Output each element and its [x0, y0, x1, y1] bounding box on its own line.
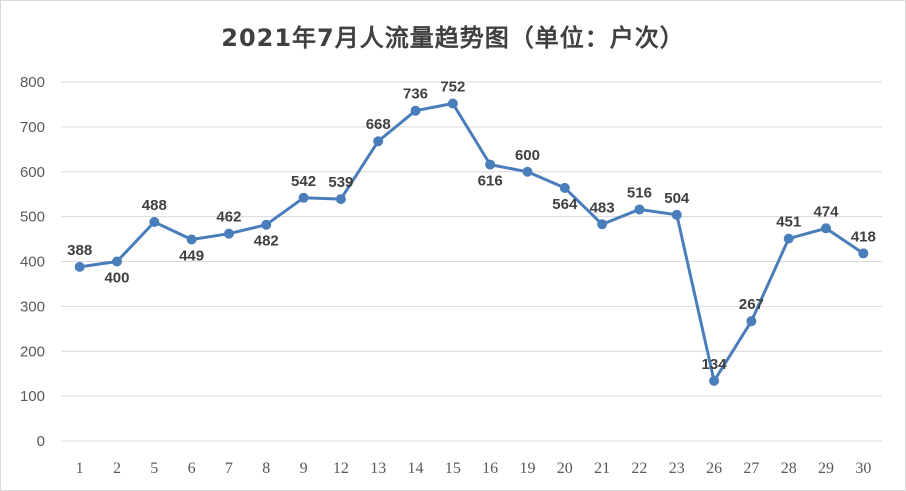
- y-tick-label: 500: [20, 209, 45, 226]
- x-tick-label: 1: [76, 460, 84, 477]
- data-label: 752: [440, 79, 465, 96]
- data-point: [858, 248, 869, 259]
- data-label: 488: [142, 197, 167, 214]
- y-tick-label: 100: [20, 388, 45, 405]
- data-point: [559, 182, 570, 193]
- data-point: [447, 98, 458, 109]
- data-label: 134: [702, 356, 728, 373]
- x-tick-label: 30: [855, 460, 871, 477]
- data-point: [373, 136, 384, 147]
- data-label: 462: [216, 209, 241, 226]
- x-tick-label: 29: [818, 460, 834, 477]
- data-point: [709, 375, 720, 386]
- x-tick-label: 27: [743, 460, 759, 477]
- data-point: [223, 228, 234, 239]
- data-label: 600: [515, 147, 540, 164]
- series-line: [79, 102, 865, 383]
- chart-title: 2021年7月人流量趋势图（单位：户次）: [221, 24, 685, 52]
- data-point: [74, 261, 85, 272]
- x-tick-label: 28: [781, 460, 797, 477]
- x-tick-label: 5: [150, 460, 158, 477]
- data-label: 482: [254, 233, 279, 250]
- data-point: [821, 223, 832, 234]
- x-tick-label: 8: [262, 460, 270, 477]
- data-point: [783, 233, 794, 244]
- data-point: [335, 194, 346, 205]
- data-label: 474: [814, 203, 840, 220]
- data-point: [634, 204, 645, 215]
- x-tick-label: 9: [300, 460, 308, 477]
- y-tick-label: 300: [20, 298, 45, 315]
- data-label: 736: [403, 86, 428, 103]
- data-label: 564: [552, 196, 578, 213]
- data-point: [671, 209, 682, 220]
- data-label: 418: [851, 228, 876, 245]
- x-tick-label: 2: [113, 460, 121, 477]
- x-tick-label: 14: [408, 460, 424, 477]
- data-label: 542: [291, 173, 316, 190]
- x-tick-label: 22: [631, 460, 647, 477]
- data-point: [522, 166, 533, 177]
- data-point: [485, 159, 496, 170]
- data-point: [597, 219, 608, 230]
- data-label: 400: [104, 270, 129, 287]
- x-tick-label: 20: [557, 460, 573, 477]
- data-point: [298, 192, 309, 203]
- x-tick-label: 16: [482, 460, 498, 477]
- data-label: 449: [179, 248, 204, 265]
- data-label: 451: [776, 214, 801, 231]
- y-tick-label: 400: [20, 254, 45, 271]
- data-point: [149, 217, 160, 228]
- x-tick-label: 26: [706, 460, 722, 477]
- y-tick-label: 800: [20, 74, 45, 91]
- y-tick-label: 600: [20, 164, 45, 181]
- data-point: [410, 105, 421, 116]
- data-label: 539: [328, 174, 353, 191]
- data-label: 388: [67, 242, 92, 259]
- x-tick-label: 23: [669, 460, 685, 477]
- data-label: 616: [478, 173, 503, 190]
- x-tick-label: 21: [594, 460, 610, 477]
- data-label: 516: [627, 184, 652, 201]
- x-tick-label: 6: [188, 460, 196, 477]
- x-tick-label: 13: [370, 460, 386, 477]
- y-tick-label: 0: [37, 433, 45, 450]
- data-label: 668: [366, 116, 391, 133]
- x-tick-label: 19: [519, 460, 535, 477]
- y-tick-label: 700: [20, 119, 45, 136]
- x-tick-label: 12: [333, 460, 349, 477]
- data-point: [186, 234, 197, 245]
- data-label: 504: [664, 190, 690, 207]
- data-label: 267: [739, 296, 764, 313]
- x-tick-label: 7: [225, 460, 233, 477]
- x-tick-label: 15: [445, 460, 461, 477]
- y-tick-label: 200: [20, 343, 45, 360]
- data-point: [746, 316, 757, 327]
- data-point: [111, 256, 122, 267]
- data-point: [261, 219, 272, 230]
- data-label: 483: [590, 199, 615, 216]
